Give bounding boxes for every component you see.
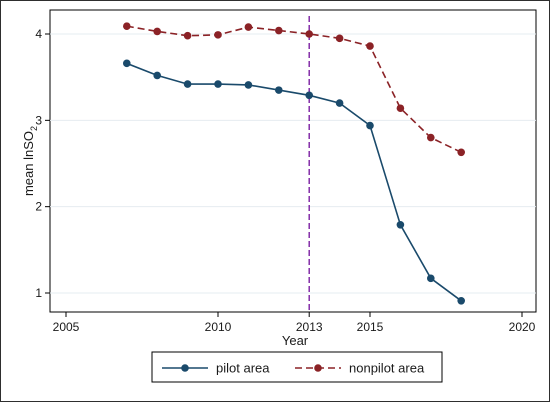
data-point-0 [335,99,344,107]
data-point-0 [153,71,161,80]
data-point-1 [366,42,374,50]
data-point-1 [457,148,466,157]
y-tick-label: 2 [35,200,42,214]
plot-area [49,9,537,313]
series-line-0 [126,62,462,302]
legend-swatch-point [314,364,322,372]
gridlines [50,33,536,294]
data-point-1 [244,23,253,31]
x-axis: 2005 2010 2013 2015 2020 [53,312,536,334]
data-point-0 [305,91,314,100]
legend: pilot area nonpilot area [162,361,425,376]
data-point-0 [396,220,405,229]
x-tick-label: 2005 [53,320,80,334]
data-point-1 [123,22,131,31]
data-point-0 [183,80,192,88]
x-tick-label: 2020 [509,320,536,334]
data-point-1 [396,104,405,113]
data-point-1 [335,34,344,43]
data-point-1 [305,30,314,38]
x-tick-label: 2015 [357,320,384,334]
y-tick-label: 1 [35,286,42,300]
x-tick-label: 2010 [205,320,232,334]
data-point-0 [214,80,222,88]
y-tick-label: 3 [35,113,42,127]
series-group [123,22,466,305]
legend-box [151,351,443,383]
y-tick-label: 4 [35,27,42,41]
data-point-0 [366,121,374,130]
data-point-1 [427,133,435,142]
legend-label: pilot area [216,361,270,376]
data-point-1 [153,27,161,36]
x-axis-title: Year [282,333,309,348]
data-point-1 [275,26,283,35]
x-tick-label: 2013 [296,320,323,334]
y-axis-title: mean lnSO2 [21,126,39,196]
series-line-1 [126,25,462,154]
y-axis-title-subscript: 2 [29,126,39,131]
data-point-1 [214,31,222,39]
data-point-0 [457,296,466,305]
legend-label: nonpilot area [349,361,425,376]
y-axis: 1 2 3 4 [35,27,50,300]
data-point-0 [244,81,253,89]
legend-swatch-point [181,364,189,372]
data-point-1 [183,31,192,40]
data-point-0 [427,274,435,283]
y-axis-title-main: mean lnSO [21,131,36,196]
data-point-0 [123,59,131,68]
data-point-0 [275,86,283,94]
